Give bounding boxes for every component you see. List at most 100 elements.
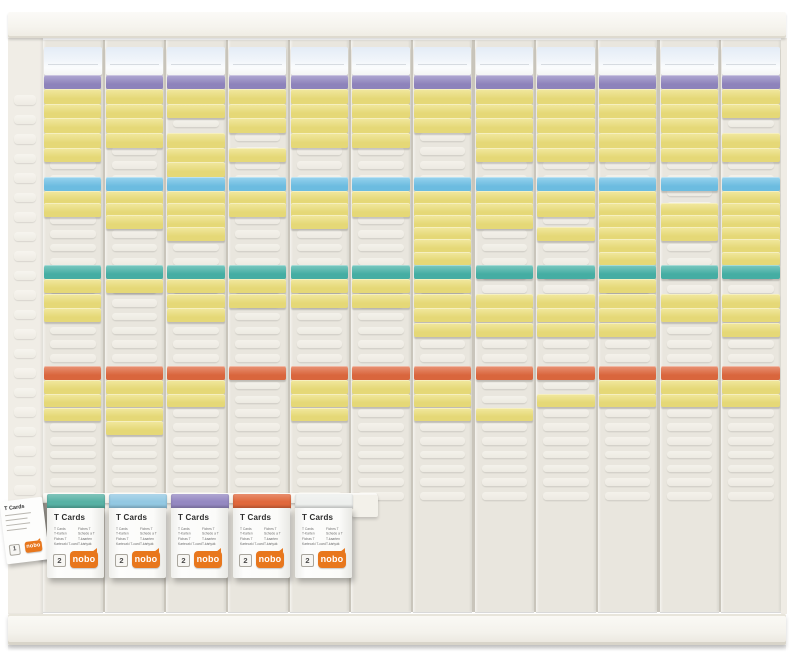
empty-slot: [543, 464, 589, 473]
empty-slot: [728, 354, 774, 362]
t-card-yellow: [537, 191, 595, 205]
empty-slot: [111, 161, 158, 169]
empty-slot: [604, 478, 651, 486]
t-card-yellow: [229, 103, 287, 119]
empty-slot: [296, 423, 343, 431]
empty-slot: [111, 147, 158, 155]
empty-slot: [358, 464, 404, 473]
t-card-yellow: [352, 380, 410, 394]
empty-slot: [419, 147, 466, 155]
t-card-yellow: [105, 133, 164, 148]
t-card-yellow: [722, 133, 780, 148]
t-card-yellow: [105, 380, 164, 394]
empty-slot: [358, 243, 404, 252]
t-card-orange: [599, 366, 657, 380]
t-card-yellow: [537, 322, 595, 337]
box-body: T Cards T Cards T-Karten Fichas T Kartecz…: [233, 508, 290, 578]
t-card-yellow: [475, 147, 533, 163]
empty-slot: [728, 340, 774, 348]
empty-slot: [173, 257, 219, 266]
t-card-teal: [599, 265, 657, 279]
empty-slot: [358, 161, 404, 169]
frame-slot: [14, 309, 36, 319]
t-card-orange: [352, 366, 410, 380]
empty-slot: [419, 161, 466, 169]
t-card-yellow: [414, 251, 472, 265]
box-title: T Cards: [116, 513, 148, 522]
empty-slot: [543, 423, 589, 431]
t-card-yellow: [660, 308, 718, 323]
refill-box-teal: T Cards T Cards T-Karten Fichas T Kartecz…: [46, 494, 105, 578]
board-column-4: [227, 40, 288, 612]
empty-slot: [728, 423, 774, 431]
t-card-yellow: [722, 89, 780, 104]
t-card-yellow: [290, 191, 348, 205]
board-bottom-rail: [8, 614, 786, 645]
t-card-yellow: [44, 380, 102, 394]
board-drop-shadow: [8, 645, 786, 651]
empty-slot: [358, 147, 404, 155]
box-size-badge: 2: [177, 554, 190, 567]
t-card-yellow: [105, 103, 164, 119]
t-card-yellow: [537, 203, 595, 217]
box-title: T Cards: [54, 513, 86, 522]
t-card-blue: [352, 177, 410, 191]
empty-slot: [234, 340, 281, 348]
t-card-orange: [229, 366, 287, 380]
t-card-yellow: [105, 393, 164, 408]
empty-slot: [234, 161, 281, 169]
frame-slot: [14, 153, 36, 163]
box-languages-left: T Cards T-Karten Fichas T Karteczki T-ca…: [54, 527, 78, 547]
empty-slot: [111, 243, 158, 252]
t-card-yellow: [599, 103, 657, 119]
empty-slot: [296, 257, 343, 266]
frame-slot: [14, 192, 36, 202]
empty-slot: [481, 423, 528, 431]
empty-slot: [481, 381, 528, 390]
empty-slot: [50, 437, 96, 445]
empty-slot: [543, 161, 589, 169]
t-card-yellow: [105, 118, 164, 133]
t-card-yellow: [414, 293, 472, 308]
t-card-orange: [290, 366, 348, 380]
empty-slot: [666, 423, 712, 431]
t-card-orange: [660, 366, 718, 380]
t-card-yellow: [352, 133, 410, 148]
t-card-blue: [414, 177, 472, 191]
empty-slot: [296, 450, 343, 459]
empty-slot: [604, 464, 651, 473]
empty-slot: [543, 340, 589, 348]
t-card-yellow: [475, 203, 533, 217]
empty-slot: [296, 437, 343, 445]
nobo-logo: nobo: [70, 548, 98, 568]
empty-slot: [358, 354, 404, 362]
empty-slot: [543, 437, 589, 445]
t-card-yellow: [599, 191, 657, 205]
column-header-card: [352, 47, 410, 75]
empty-slot: [50, 464, 96, 473]
frame-slot: [14, 173, 36, 183]
t-card-yellow: [352, 293, 410, 308]
t-card-yellow: [44, 147, 102, 163]
empty-slot: [666, 285, 712, 293]
t-card-purple: [537, 75, 595, 89]
empty-slot: [481, 354, 528, 362]
t-card-yellow: [44, 203, 102, 217]
t-card-blue: [105, 177, 164, 191]
empty-slot: [666, 161, 712, 169]
empty-slot: [173, 354, 219, 362]
t-card-yellow: [722, 293, 780, 308]
column-header-card: [413, 47, 472, 75]
t-card-yellow: [537, 393, 595, 408]
refill-box-purple: T Cards T Cards T-Karten Fichas T Kartecz…: [170, 494, 229, 578]
box-cap-white: [294, 494, 353, 508]
empty-slot: [358, 437, 404, 445]
t-card-yellow: [290, 203, 348, 217]
empty-slot: [666, 354, 712, 362]
nobo-logo: nobo: [318, 548, 346, 568]
empty-slot: [543, 257, 589, 266]
t-card-purple: [44, 75, 102, 89]
t-card-blue: [290, 177, 348, 191]
empty-slot: [481, 492, 528, 500]
